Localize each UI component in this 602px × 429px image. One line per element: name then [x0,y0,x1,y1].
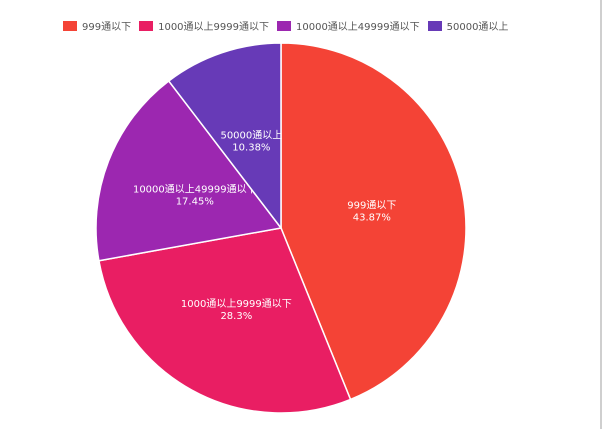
legend-label: 999通以下 [82,22,132,33]
legend-swatch [277,20,291,31]
slice-category-label-1: 1000通以上9999通以下 [181,298,292,310]
legend-swatch [139,20,154,31]
legend-label: 1000通以上9999通以下 [158,22,269,33]
slice-percent-label-1: 28.3% [220,311,252,322]
legend-swatch [427,20,442,31]
pie-slice-2[interactable] [95,79,283,262]
slice-percent-label-0: 43.87% [353,212,391,223]
legend-item-10000-to-49999[interactable]: 10000通以上49999通以下 [277,18,420,33]
legend-label: 50000通以上 [446,22,509,33]
legend-swatch [63,20,77,31]
chart-legend: 999通以下 1000通以上9999通以下 10000通以上49999通以下 5… [63,18,516,33]
slice-percent-label-2: 17.45% [176,197,214,208]
legend-label: 10000通以上49999通以下 [296,22,420,33]
slice-category-label-0: 999通以下 [347,199,396,211]
right-edge-divider [600,0,602,429]
pie-slice-1[interactable] [98,227,352,414]
pie-slice-0[interactable] [280,42,467,401]
legend-item-1000-to-9999[interactable]: 1000通以上9999通以下 [139,18,269,33]
slice-category-label-2: 10000通以上49999通以下 [133,184,257,196]
slice-category-label-3: 50000通以上 [220,129,282,141]
slice-percent-label-3: 10.38% [232,142,270,153]
legend-item-50000-or-more[interactable]: 50000通以上 [427,18,509,33]
pie-slice-3[interactable] [167,42,282,231]
legend-item-999-or-less[interactable]: 999通以下 [63,18,131,33]
